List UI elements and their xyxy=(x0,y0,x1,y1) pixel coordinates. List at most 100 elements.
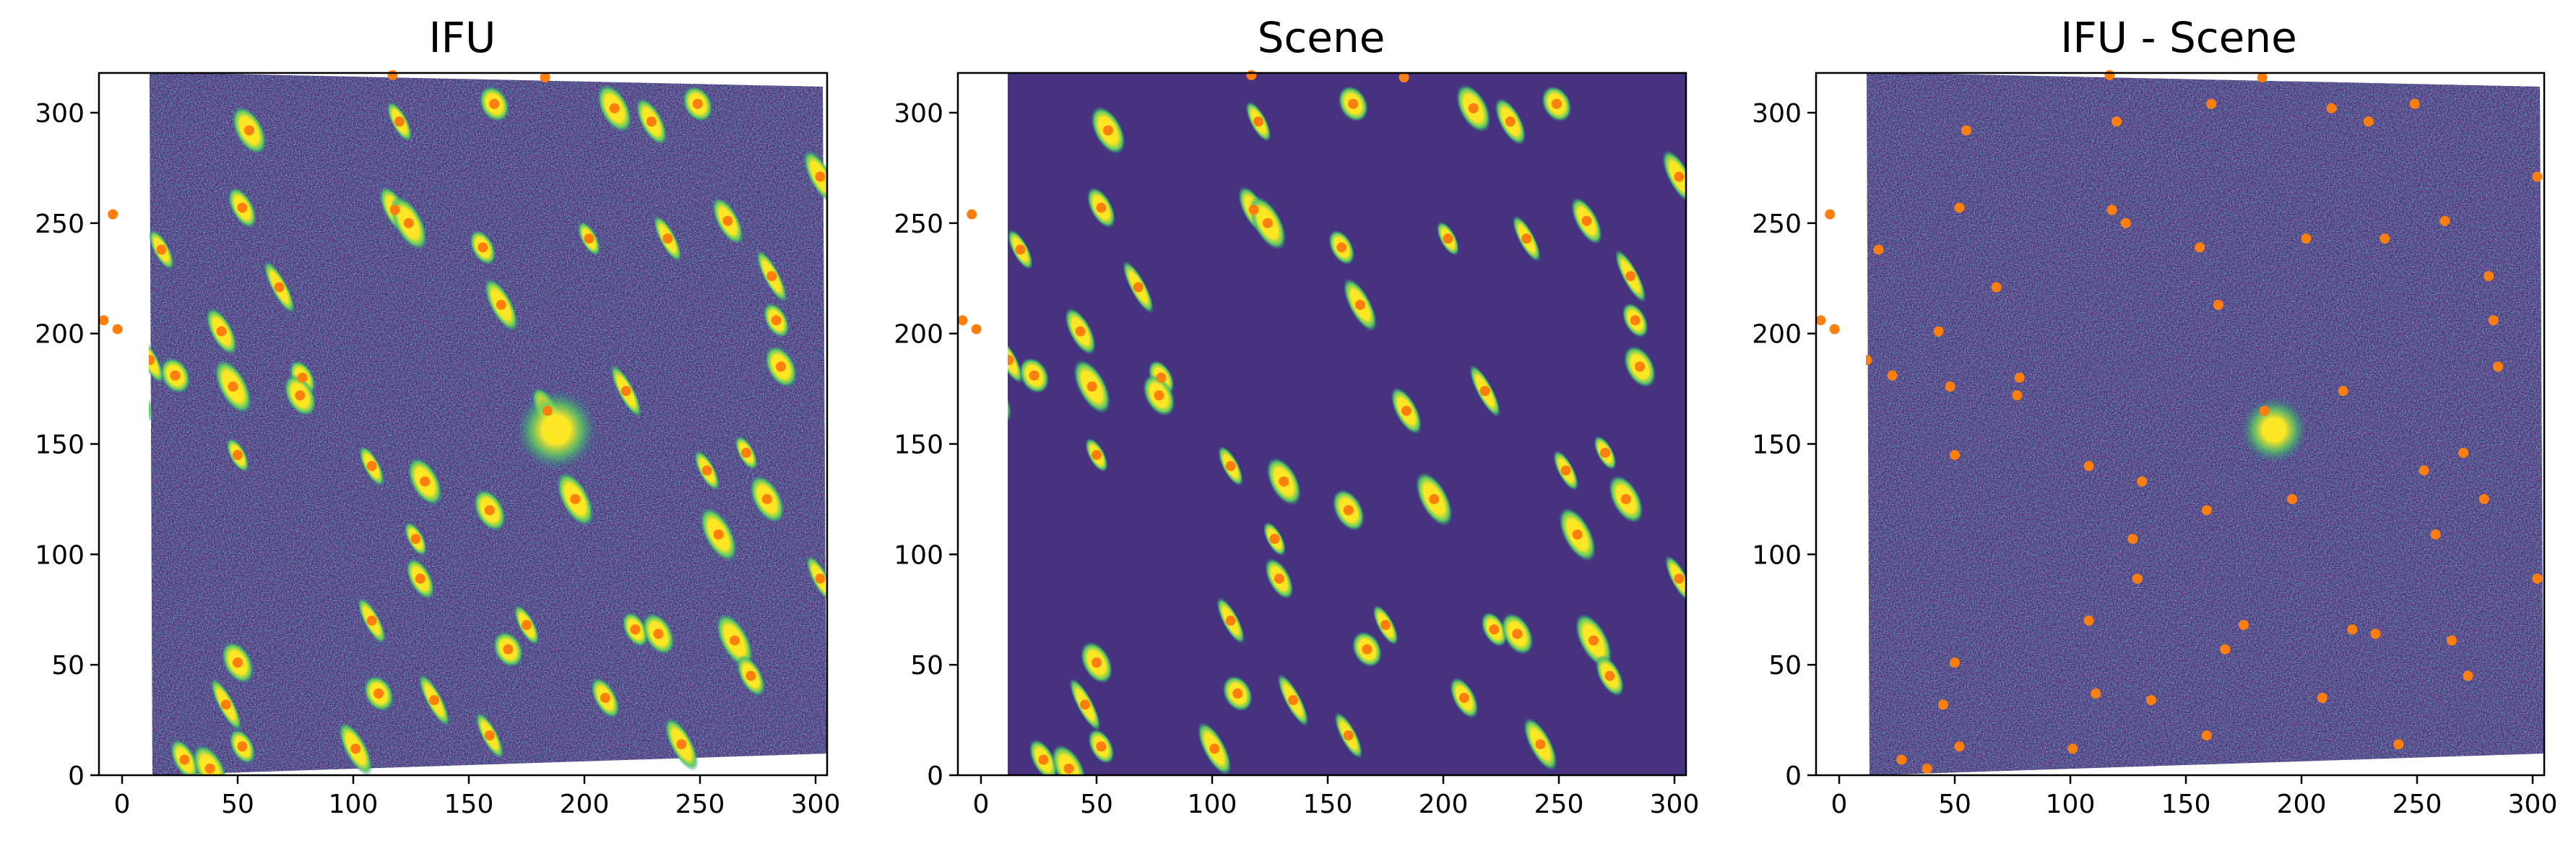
axes-frame xyxy=(98,72,829,777)
source-marker xyxy=(621,386,631,397)
source-marker xyxy=(741,447,751,458)
source-marker xyxy=(2091,688,2101,699)
source-marker xyxy=(701,465,712,476)
source-marker xyxy=(1038,754,1049,765)
source-marker xyxy=(1348,98,1359,109)
source-marker xyxy=(815,171,826,182)
source-marker xyxy=(2463,670,2473,681)
scene-ticks: 0 50 100 150 200 250 300 0 50 100 150 200 250 300 xyxy=(894,99,1699,819)
y-tick-label: 250 xyxy=(35,210,85,239)
source-marker xyxy=(2259,405,2270,416)
source-marker xyxy=(2447,635,2457,646)
y-tick-label: 0 xyxy=(927,761,943,791)
source-marker xyxy=(2220,644,2231,655)
source-marker xyxy=(2206,98,2217,109)
source-marker xyxy=(496,299,506,310)
source-marker xyxy=(403,217,414,228)
source-marker xyxy=(2106,204,2117,215)
source-marker xyxy=(2201,730,2212,741)
panel-residual: IFU - Scene 0 50 100 150 200 250 300 0 50 100 150 2… xyxy=(1752,13,2557,819)
source-marker xyxy=(1075,326,1086,337)
source-blob xyxy=(118,622,150,662)
source-marker xyxy=(1938,699,1948,710)
source-marker xyxy=(2430,529,2441,540)
x-tick-label: 150 xyxy=(2161,790,2211,819)
source-marker xyxy=(2120,217,2131,228)
source-marker xyxy=(2287,493,2298,504)
source-marker xyxy=(295,390,306,401)
y-tick-label: 50 xyxy=(1768,651,1802,681)
source-marker xyxy=(1630,315,1641,326)
x-tick-label: 300 xyxy=(2508,790,2558,819)
source-marker xyxy=(600,693,610,704)
source-marker xyxy=(274,282,285,293)
source-marker xyxy=(2409,98,2420,109)
x-tick-label: 200 xyxy=(1419,790,1469,819)
source-marker xyxy=(108,209,118,220)
x-tick-label: 0 xyxy=(114,790,131,819)
source-marker xyxy=(1479,386,1490,397)
source-marker xyxy=(1103,125,1113,136)
source-marker xyxy=(1512,629,1523,639)
source-marker xyxy=(1274,573,1284,584)
source-marker xyxy=(815,573,826,584)
source-marker xyxy=(662,233,673,244)
source-marker xyxy=(1380,620,1391,631)
source-marker xyxy=(722,215,733,226)
source-marker xyxy=(2326,103,2337,113)
x-tick-label: 200 xyxy=(2277,790,2327,819)
source-marker xyxy=(1887,370,1898,381)
x-tick-label: 200 xyxy=(560,790,610,819)
source-marker xyxy=(1354,299,1365,310)
source-marker xyxy=(2488,315,2499,326)
source-marker xyxy=(1279,476,1289,487)
source-marker xyxy=(1262,217,1273,228)
source-marker xyxy=(1950,449,1960,460)
source-marker xyxy=(957,315,968,326)
source-marker xyxy=(1086,381,1097,392)
panel-ifu: IFU 0 50 100 150 200 250 300 0 50 100 150 200 250 300 xyxy=(35,13,840,819)
source-marker xyxy=(1896,754,1907,765)
source-marker xyxy=(1954,741,1965,752)
source-marker xyxy=(542,405,553,416)
source-marker xyxy=(204,763,215,774)
source-marker xyxy=(2317,693,2328,704)
residual-ticks: 0 50 100 150 200 250 300 0 50 100 150 200 250 300 xyxy=(1752,99,2557,819)
source-marker xyxy=(2104,70,2115,81)
y-tick-label: 0 xyxy=(68,761,85,791)
source-marker xyxy=(1343,730,1354,741)
source-marker xyxy=(2195,242,2205,253)
source-marker xyxy=(2484,271,2494,282)
source-marker xyxy=(2112,116,2122,127)
y-tick-label: 150 xyxy=(1752,431,1802,460)
source-marker xyxy=(1572,529,1583,540)
x-tick-label: 250 xyxy=(1534,790,1584,819)
source-marker xyxy=(1209,743,1220,754)
source-marker xyxy=(1063,763,1074,774)
panel-title: IFU xyxy=(429,13,496,62)
source-marker xyxy=(1156,372,1167,383)
extended-source xyxy=(517,390,596,470)
source-marker xyxy=(2137,476,2148,487)
source-marker xyxy=(420,476,431,487)
source-marker xyxy=(1092,657,1102,668)
source-marker xyxy=(1225,616,1236,626)
x-tick-label: 150 xyxy=(1303,790,1353,819)
source-marker xyxy=(2393,739,2404,750)
residual-noise-dark xyxy=(1867,73,2543,775)
source-marker xyxy=(489,98,500,109)
y-tick-label: 200 xyxy=(1752,320,1802,350)
ifu-outside-markers xyxy=(98,70,550,334)
source-marker xyxy=(2338,386,2348,397)
source-marker xyxy=(216,326,227,337)
source-marker xyxy=(2132,573,2143,584)
source-marker xyxy=(1846,638,1856,648)
scene-outside-markers xyxy=(957,70,1409,334)
source-marker xyxy=(112,324,123,334)
source-marker xyxy=(990,390,1000,400)
source-marker xyxy=(2083,616,2094,626)
source-marker xyxy=(170,370,181,381)
source-marker xyxy=(1551,98,1562,109)
source-marker xyxy=(630,624,641,635)
source-marker xyxy=(2380,233,2390,244)
